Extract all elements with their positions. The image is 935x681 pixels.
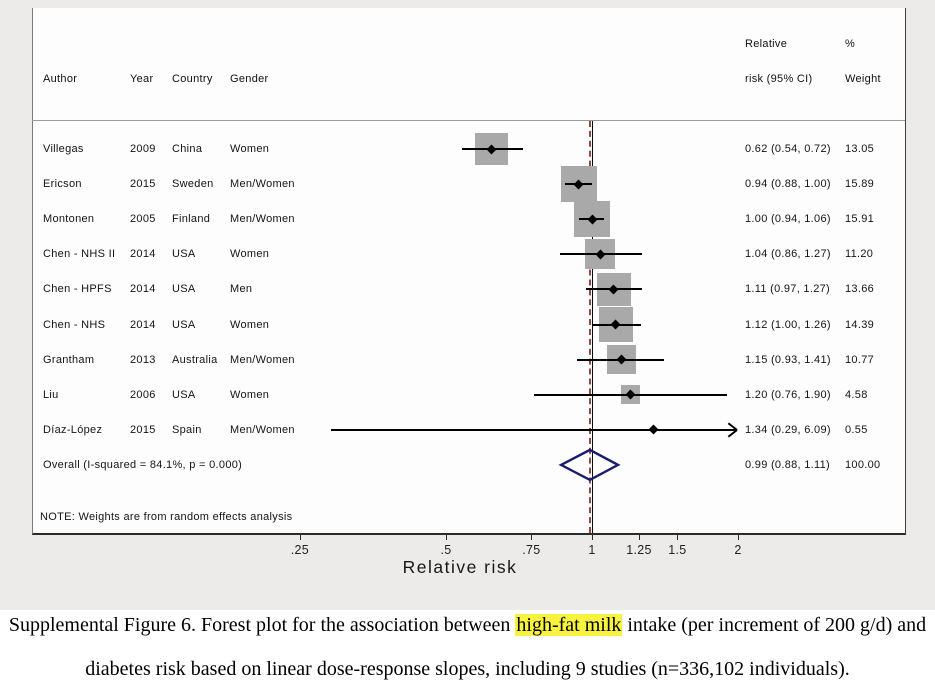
study-rr-ci-value: 1.00 (0.94, 1.06) xyxy=(745,213,831,226)
col-header-percent: % xyxy=(845,38,856,50)
study-gender: Men xyxy=(230,283,253,296)
study-country: USA xyxy=(172,283,196,296)
header-separator-line xyxy=(32,120,905,121)
axis-tick-mark xyxy=(299,533,301,540)
study-author: Grantham xyxy=(43,353,95,366)
study-year: 2015 xyxy=(130,423,156,436)
study-gender: Men/Women xyxy=(230,423,295,436)
col-header-risk-ci: risk (95% CI) xyxy=(745,73,813,85)
col-header-country: Country xyxy=(172,73,213,85)
study-year: 2014 xyxy=(130,318,156,331)
study-year: 2005 xyxy=(130,213,156,226)
study-author: Díaz-López xyxy=(43,423,103,436)
study-weight-value: 15.89 xyxy=(845,178,875,191)
axis-tick-mark xyxy=(677,533,679,540)
study-rr-ci-value: 0.62 (0.54, 0.72) xyxy=(745,143,831,155)
study-author: Chen - NHS II xyxy=(43,248,116,261)
col-header-author: Author xyxy=(43,73,78,85)
study-gender: Men/Women xyxy=(230,213,295,226)
study-gender: Women xyxy=(230,388,270,401)
study-year: 2009 xyxy=(130,143,156,155)
study-weight-value: 13.66 xyxy=(845,283,875,296)
plot-region xyxy=(32,8,906,535)
note-text: NOTE: Weights are from random effects an… xyxy=(40,511,293,523)
study-rr-ci-value: 1.11 (0.97, 1.27) xyxy=(745,283,831,296)
axis-tick-label: .75 xyxy=(522,543,541,557)
x-axis-title: Relative risk xyxy=(402,557,518,577)
study-year: 2014 xyxy=(130,248,156,261)
study-weight-value: 14.39 xyxy=(845,318,875,331)
study-year: 2013 xyxy=(130,353,156,366)
figure-caption-line1: Supplemental Figure 6. Forest plot for t… xyxy=(0,614,935,637)
study-country: Spain xyxy=(172,423,202,436)
caption-text-post: intake (per increment of 200 g/d) and xyxy=(622,614,927,636)
axis-tick-label: 1 xyxy=(588,543,596,557)
col-header-gender: Gender xyxy=(230,73,269,85)
forest-plot-figure: Author Year Country Gender Relative risk… xyxy=(0,0,935,610)
study-author: Montonen xyxy=(43,213,95,226)
axis-tick-label: 1.25 xyxy=(626,543,652,557)
null-reference-line xyxy=(592,121,593,533)
study-country: USA xyxy=(172,248,196,261)
overall-diamond xyxy=(558,448,621,482)
study-author: Liu xyxy=(43,388,59,401)
col-header-year: Year xyxy=(130,73,154,85)
study-rr-ci-value: 1.34 (0.29, 6.09) xyxy=(745,423,831,436)
study-weight-value: 13.05 xyxy=(845,143,875,155)
study-weight-value: 0.55 xyxy=(845,423,868,436)
axis-tick-label: .5 xyxy=(440,543,452,557)
study-author: Chen - HPFS xyxy=(43,283,112,296)
overall-label: Overall (I-squared = 84.1%, p = 0.000) xyxy=(43,458,243,471)
axis-tick-mark xyxy=(592,533,593,540)
axis-tick-mark xyxy=(445,533,447,540)
study-gender: Women xyxy=(230,248,270,261)
axis-tick-label: .25 xyxy=(290,543,310,557)
study-author: Chen - NHS xyxy=(43,318,106,331)
study-year: 2006 xyxy=(130,388,156,401)
figure-caption-line2: diabetes risk based on linear dose-respo… xyxy=(85,658,850,680)
study-weight-value: 10.77 xyxy=(845,353,875,366)
study-weight-value: 15.91 xyxy=(845,213,875,226)
study-gender: Women xyxy=(230,318,270,331)
study-country: China xyxy=(172,143,203,155)
caption-highlighted-term: high-fat milk xyxy=(515,614,623,636)
study-rr-ci-value: 1.04 (0.86, 1.27) xyxy=(745,248,831,261)
study-year: 2015 xyxy=(130,178,156,191)
study-weight-value: 4.58 xyxy=(845,388,868,401)
study-country: USA xyxy=(172,318,196,331)
study-rr-ci-value: 1.12 (1.00, 1.26) xyxy=(745,318,831,331)
study-rr-ci-value: 1.15 (0.93, 1.41) xyxy=(745,353,831,366)
overall-dashed-line xyxy=(588,121,591,533)
study-author: Villegas xyxy=(43,143,84,155)
overall-weight-value: 100.00 xyxy=(845,458,881,471)
study-gender: Men/Women xyxy=(230,353,295,366)
col-header-relative: Relative xyxy=(745,38,788,50)
overall-rr-ci-value: 0.99 (0.88, 1.11) xyxy=(745,458,831,471)
study-year: 2014 xyxy=(130,283,156,296)
col-header-weight: Weight xyxy=(845,73,881,85)
study-rr-ci-value: 0.94 (0.88, 1.00) xyxy=(745,178,831,191)
study-gender: Men/Women xyxy=(230,178,295,191)
study-country: USA xyxy=(172,388,196,401)
study-country: Australia xyxy=(172,353,218,366)
axis-tick-mark xyxy=(738,533,740,540)
study-weight-value: 11.20 xyxy=(845,248,874,261)
study-rr-ci-value: 1.20 (0.76, 1.90) xyxy=(745,388,831,401)
caption-text-pre: Supplemental Figure 6. Forest plot for t… xyxy=(8,614,516,636)
study-author: Ericson xyxy=(43,178,82,191)
axis-tick-label: 2 xyxy=(734,543,742,557)
axis-tick-label: 1.5 xyxy=(668,543,687,557)
ci-line xyxy=(331,428,736,431)
study-gender: Women xyxy=(230,143,270,155)
axis-tick-mark xyxy=(639,533,641,540)
study-country: Finland xyxy=(172,213,211,226)
axis-tick-mark xyxy=(531,533,533,540)
study-country: Sweden xyxy=(172,178,214,191)
